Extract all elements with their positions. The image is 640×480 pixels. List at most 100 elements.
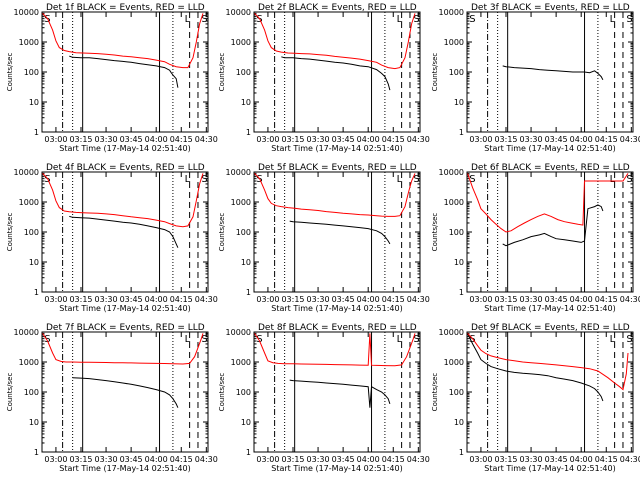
y-tick-label: 1000 — [231, 198, 251, 207]
x-tick-label: 03:00 — [256, 455, 279, 464]
x-tick-label: 04:15 — [382, 295, 405, 304]
y-tick-label: 10000 — [439, 168, 464, 177]
x-tick-label: 03:30 — [95, 455, 118, 464]
y-tick-label: 100 — [24, 228, 39, 237]
x-tick-label: 04:00 — [357, 295, 380, 304]
marker-label: S — [469, 14, 475, 25]
marker-label: L — [610, 14, 616, 25]
x-tick-label: 04:15 — [170, 135, 193, 144]
x-tick-label: 03:45 — [545, 135, 568, 144]
x-tick-label: 03:00 — [469, 135, 492, 144]
y-tick-label: 10 — [29, 418, 39, 427]
marker-label: L — [610, 334, 616, 345]
y-tick-label: 1000 — [19, 358, 39, 367]
series-line-events — [72, 377, 179, 408]
y-tick-label: 10000 — [226, 168, 251, 177]
chart-title: Det 2f BLACK = Events, RED = LLD — [258, 3, 417, 13]
x-axis-label: Start Time (17-May-14 02:51:40) — [59, 144, 190, 153]
marker-label: S — [256, 334, 262, 345]
x-tick-label: 03:30 — [307, 455, 330, 464]
y-tick-label: 10000 — [226, 8, 251, 17]
x-tick-label: 03:15 — [69, 135, 92, 144]
chart-title: Det 9f BLACK = Events, RED = LLD — [471, 323, 630, 333]
series-line-events — [502, 204, 604, 247]
y-tick-label: 1 — [34, 128, 39, 137]
x-tick-label: 03:45 — [120, 135, 143, 144]
x-tick-label: 03:15 — [494, 455, 517, 464]
x-tick-label: 03:30 — [520, 295, 543, 304]
plot-frame — [41, 331, 209, 453]
chart-title: Det 6f BLACK = Events, RED = LLD — [471, 163, 630, 173]
y-tick-label: 100 — [449, 388, 464, 397]
y-tick-label: 1 — [34, 448, 39, 457]
x-tick-label: 04:30 — [407, 295, 430, 304]
y-tick-label: 1 — [459, 128, 464, 137]
marker-label: L — [185, 334, 191, 345]
y-tick-label: 10000 — [14, 328, 39, 337]
y-tick-label: 10 — [454, 98, 464, 107]
y-tick-label: 100 — [236, 388, 251, 397]
y-tick-label: 10 — [241, 98, 251, 107]
x-tick-label: 03:45 — [332, 455, 355, 464]
x-tick-label: 04:00 — [145, 295, 168, 304]
marker-label: S — [413, 14, 419, 25]
y-tick-label: 10000 — [226, 328, 251, 337]
y-axis-label: Counts/sec — [218, 53, 226, 92]
chart-title: Det 4f BLACK = Events, RED = LLD — [46, 163, 205, 173]
series-line-events — [289, 220, 391, 245]
chart-title: Det 5f BLACK = Events, RED = LLD — [258, 163, 417, 173]
x-tick-label: 04:15 — [170, 295, 193, 304]
marker-label: S — [626, 334, 632, 345]
x-axis-label: Start Time (17-May-14 02:51:40) — [484, 144, 615, 153]
marker-label: L — [185, 14, 191, 25]
marker-label: L — [397, 334, 403, 345]
x-tick-label: 03:30 — [520, 455, 543, 464]
y-tick-label: 10 — [29, 258, 39, 267]
x-tick-label: 03:00 — [256, 135, 279, 144]
series-line-events — [69, 215, 179, 248]
plot-frame — [41, 171, 209, 293]
y-tick-label: 1000 — [19, 38, 39, 47]
y-tick-label: 1 — [246, 288, 251, 297]
y-tick-label: 1 — [459, 288, 464, 297]
x-tick-label: 04:30 — [407, 135, 430, 144]
marker-label: S — [469, 174, 475, 185]
x-tick-label: 03:45 — [332, 135, 355, 144]
x-tick-label: 04:00 — [357, 455, 380, 464]
marker-label: S — [626, 14, 632, 25]
y-axis-label: Counts/sec — [431, 213, 439, 252]
y-tick-label: 10000 — [439, 328, 464, 337]
marker-label: S — [626, 174, 632, 185]
y-tick-label: 10000 — [14, 168, 39, 177]
marker-label: S — [413, 174, 419, 185]
x-tick-label: 04:30 — [620, 135, 640, 144]
chart-title: Det 1f BLACK = Events, RED = LLD — [46, 3, 205, 13]
y-axis-label: Counts/sec — [6, 213, 14, 252]
y-tick-label: 100 — [449, 228, 464, 237]
x-tick-label: 04:00 — [570, 135, 593, 144]
x-tick-label: 03:15 — [281, 135, 304, 144]
marker-label: L — [397, 174, 403, 185]
x-tick-label: 04:30 — [620, 455, 640, 464]
x-tick-label: 04:15 — [595, 455, 618, 464]
series-line-events — [69, 55, 179, 88]
x-tick-label: 04:00 — [570, 295, 593, 304]
y-axis-label: Counts/sec — [218, 213, 226, 252]
x-tick-label: 03:15 — [281, 295, 304, 304]
y-tick-label: 100 — [236, 68, 251, 77]
x-tick-label: 03:45 — [332, 295, 355, 304]
series-line-events — [467, 333, 604, 402]
x-tick-label: 04:15 — [595, 135, 618, 144]
x-tick-label: 03:00 — [44, 295, 67, 304]
x-axis-label: Start Time (17-May-14 02:51:40) — [59, 464, 190, 473]
series-line-events — [281, 56, 391, 91]
x-tick-label: 03:45 — [545, 455, 568, 464]
x-tick-label: 04:30 — [195, 135, 218, 144]
series-line-events — [502, 65, 604, 81]
marker-label: S — [201, 14, 207, 25]
